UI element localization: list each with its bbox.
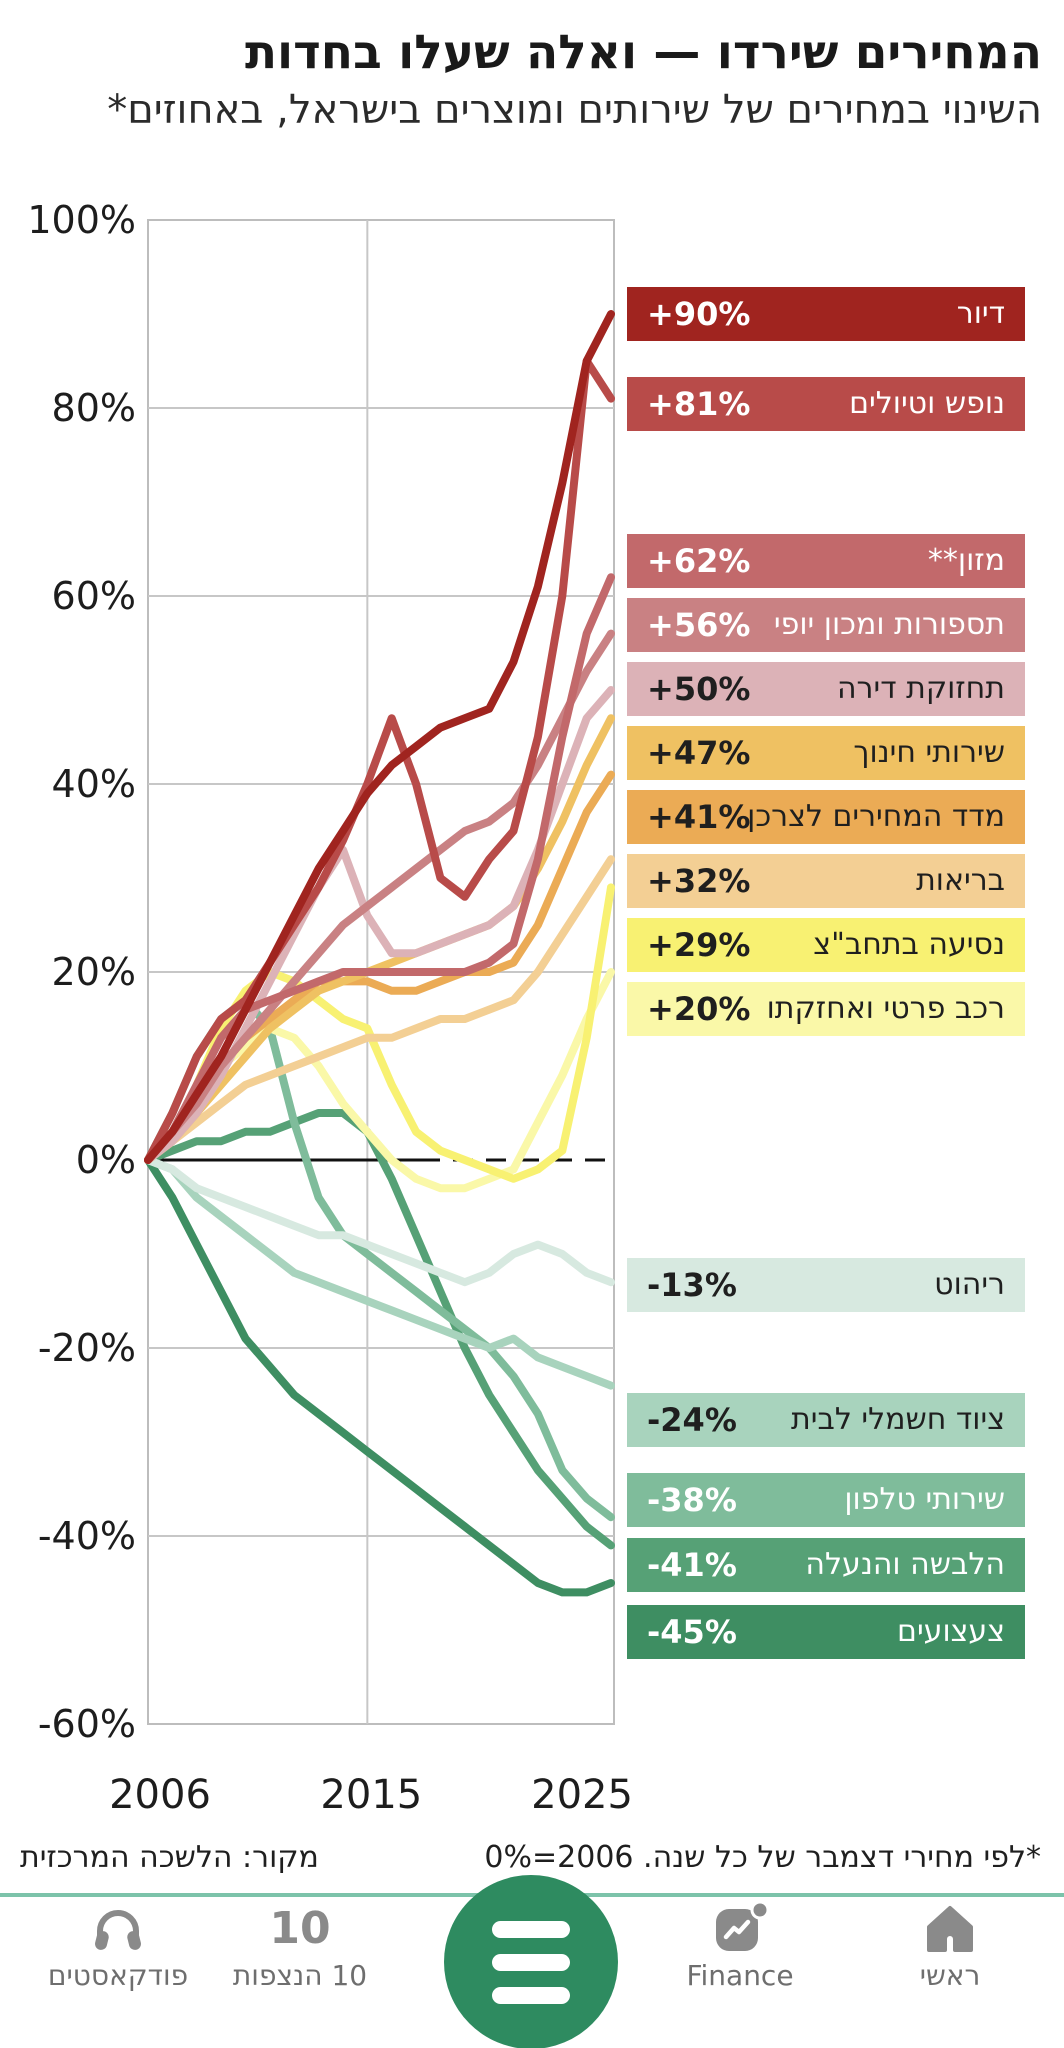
legend-item: +56% תספורות ומכון יופי bbox=[627, 598, 1025, 652]
legend-label: ציוד חשמלי לבית bbox=[791, 1402, 1005, 1437]
chart-header: המחירים שירדו — ואלה שעלו בחדות השינוי ב… bbox=[82, 25, 1042, 135]
legend-item: +81% נופש וטיולים bbox=[627, 377, 1025, 431]
legend-label: נופש וטיולים bbox=[849, 386, 1005, 421]
legend-label: רכב פרטי ואחזקתו bbox=[766, 991, 1005, 1026]
y-tick-label: -40% bbox=[38, 1514, 136, 1558]
y-tick-label: 0% bbox=[76, 1138, 136, 1182]
nav-item-home[interactable]: ראשי bbox=[840, 1897, 1060, 1992]
legend-label: ריהוט bbox=[934, 1267, 1005, 1302]
legend-label: תחזוקת דירה bbox=[836, 671, 1005, 706]
nav-item-finance[interactable]: Finance bbox=[630, 1897, 850, 1992]
series-line bbox=[144, 573, 615, 1164]
nav-label: ראשי bbox=[919, 1959, 981, 1992]
legend-pct: +47% bbox=[647, 734, 751, 772]
legend-pct: +29% bbox=[647, 926, 751, 964]
legend-label: דיור bbox=[956, 296, 1005, 331]
legend-item: -13% ריהוט bbox=[627, 1258, 1025, 1312]
footnote-source: מקור: הלשכה המרכזית bbox=[20, 1840, 319, 1875]
legend-item: -41% הלבשה והנעלה bbox=[627, 1538, 1025, 1592]
headphones-icon bbox=[8, 1901, 228, 1957]
x-tick-label: 2015 bbox=[320, 1772, 422, 1818]
menu-icon bbox=[492, 1920, 570, 1938]
legend-item: +41% מדד המחירים לצרכן bbox=[627, 790, 1025, 844]
legend-item: -45% צעצועים bbox=[627, 1605, 1025, 1659]
chart-subtitle: השינוי במחירים של שירותים ומוצרים בישראל… bbox=[107, 87, 1042, 134]
legend-item: +90% דיור bbox=[627, 287, 1025, 341]
legend-label: שירותי חינוך bbox=[853, 735, 1005, 770]
x-tick-label: 2025 bbox=[531, 1772, 633, 1818]
legend-item: +32% בריאות bbox=[627, 854, 1025, 908]
page-title: המחירים שירדו — ואלה שעלו בחדות bbox=[244, 25, 1042, 80]
legend-item: +20% רכב פרטי ואחזקתו bbox=[627, 982, 1025, 1036]
legend-item: -38% שירותי טלפון bbox=[627, 1473, 1025, 1527]
legend-pct: -45% bbox=[647, 1613, 737, 1651]
legend-pct: +32% bbox=[647, 862, 751, 900]
y-tick-label: 100% bbox=[27, 198, 136, 242]
legend-pct: -13% bbox=[647, 1266, 737, 1304]
legend-pct: +56% bbox=[647, 606, 751, 644]
y-tick-label: -60% bbox=[38, 1702, 136, 1746]
series-line bbox=[144, 1156, 615, 1597]
series-line bbox=[144, 883, 615, 1183]
nav-label: 10 הנצפות bbox=[232, 1959, 368, 1992]
top10-icon: 10 bbox=[269, 1903, 331, 1954]
legend-label: מדד המחירים לצרכן bbox=[747, 799, 1005, 834]
line-chart: 100% 80% 60% 40% 20% 0% -20% -40% -60% 2006 2015 20… bbox=[27, 198, 633, 1818]
series-line bbox=[144, 1109, 615, 1550]
y-tick-label: 20% bbox=[52, 950, 136, 994]
y-tick-label: 40% bbox=[52, 762, 136, 806]
legend-item: +62% מזון** bbox=[627, 534, 1025, 588]
legend-pct: -38% bbox=[647, 1481, 737, 1519]
x-tick-label: 2006 bbox=[109, 1772, 211, 1818]
series-line bbox=[144, 310, 615, 1164]
series-line bbox=[144, 357, 615, 1164]
y-tick-label: -20% bbox=[38, 1326, 136, 1370]
nav-label: Finance bbox=[686, 1959, 794, 1992]
series-line bbox=[144, 855, 615, 1164]
legend-pct: -41% bbox=[647, 1546, 737, 1584]
legend-item: +47% שירותי חינוך bbox=[627, 726, 1025, 780]
series-line bbox=[144, 629, 615, 1164]
legend-pct: +41% bbox=[647, 798, 751, 836]
legend-label: מזון** bbox=[927, 543, 1005, 578]
legend-label: נסיעה בתחב"צ bbox=[813, 927, 1005, 962]
legend-pct: +20% bbox=[647, 990, 751, 1028]
legend-label: שירותי טלפון bbox=[844, 1482, 1005, 1517]
nav-item-top10[interactable]: 10 10 הנצפות bbox=[190, 1897, 410, 1992]
legend-label: בריאות bbox=[916, 863, 1005, 898]
menu-fab[interactable] bbox=[444, 1875, 618, 2048]
series-line bbox=[144, 1156, 615, 1287]
nav-label: פודקאסטים bbox=[47, 1959, 189, 1992]
legend-label: תספורות ומכון יופי bbox=[773, 607, 1005, 642]
legend-item: -24% ציוד חשמלי לבית bbox=[627, 1393, 1025, 1447]
y-tick-label: 60% bbox=[52, 574, 136, 618]
series-line bbox=[144, 1156, 615, 1390]
legend-pct: +81% bbox=[647, 385, 751, 423]
legend-pct: +50% bbox=[647, 670, 751, 708]
legend-pct: +62% bbox=[647, 542, 751, 580]
y-tick-label: 80% bbox=[52, 386, 136, 430]
nav-item-podcasts[interactable]: פודקאסטים bbox=[8, 1897, 228, 1992]
legend-pct: -24% bbox=[647, 1401, 737, 1439]
legend-pct: +90% bbox=[647, 295, 751, 333]
legend-label: צעצועים bbox=[897, 1614, 1005, 1649]
home-icon bbox=[840, 1901, 1060, 1957]
footnote-note: *לפי מחירי דצמבר של כל שנה. 2006=0% bbox=[484, 1840, 1041, 1875]
finance-icon bbox=[630, 1901, 850, 1957]
legend-item: +29% נסיעה בתחב"צ bbox=[627, 918, 1025, 972]
legend-label: הלבשה והנעלה bbox=[805, 1547, 1005, 1582]
legend-item: +50% תחזוקת דירה bbox=[627, 662, 1025, 716]
